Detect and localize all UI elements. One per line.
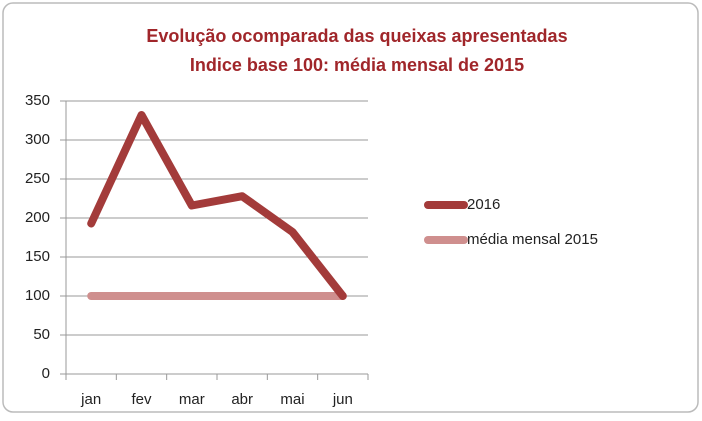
x-tick-label: fev [131, 391, 152, 408]
y-tick-label: 300 [25, 131, 50, 148]
y-tick-label: 100 [25, 287, 50, 304]
x-tick-label: mar [179, 391, 205, 408]
y-tick-label: 50 [33, 326, 50, 343]
series-line [87, 111, 347, 300]
y-tick-label: 0 [42, 365, 50, 382]
y-tick-label: 150 [25, 248, 50, 265]
x-tick-label: jan [80, 391, 101, 408]
chart-title: Evolução ocomparada das queixas apresent… [146, 26, 567, 46]
chart-frame [2, 2, 699, 413]
x-tick-label: mai [280, 391, 304, 408]
x-tick-label: abr [231, 391, 253, 408]
y-tick-label: 350 [25, 92, 50, 109]
legend-label: média mensal 2015 [467, 231, 598, 248]
y-tick-label: 200 [25, 209, 50, 226]
legend-label: 2016 [467, 196, 500, 213]
chart-subtitle: Indice base 100: média mensal de 2015 [190, 55, 524, 75]
y-tick-label: 250 [25, 170, 50, 187]
x-tick-label: jun [332, 391, 353, 408]
